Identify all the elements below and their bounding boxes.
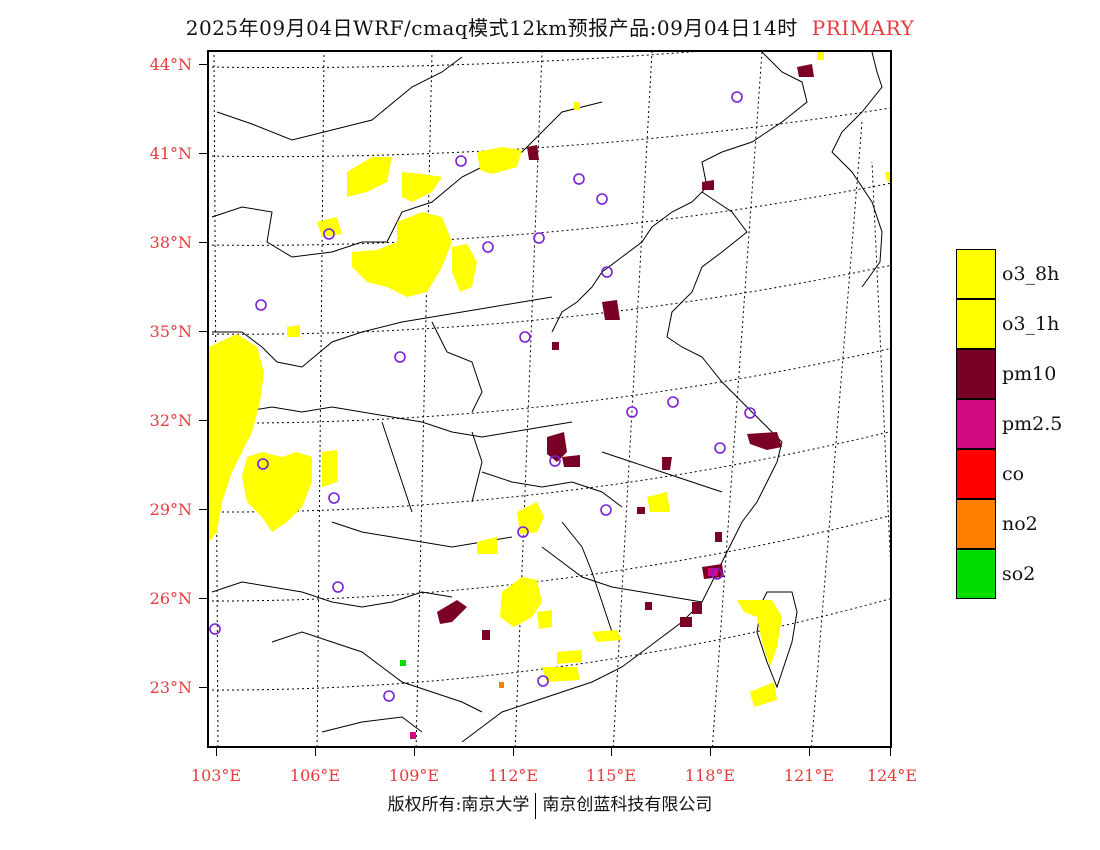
- title-text: 2025年09月04日WRF/cmaq模式12km预报产品:09月04日14时: [185, 16, 798, 40]
- copyright-footer: 版权所有:南京大学 南京创蓝科技有限公司: [0, 790, 1100, 819]
- lon-tick: [611, 748, 612, 756]
- legend-label: pm10: [1002, 363, 1057, 385]
- lat-label-35: 35°N: [149, 322, 192, 341]
- lon-label-124: 124°E: [866, 766, 918, 785]
- boundaries: [211, 52, 883, 743]
- graticule: [209, 52, 890, 746]
- lon-label-118: 118°E: [684, 766, 736, 785]
- map-canvas: [209, 52, 890, 746]
- lat-tick: [199, 687, 207, 688]
- lat-label-44: 44°N: [149, 55, 192, 74]
- footer-divider: [535, 792, 537, 819]
- pm10-patches: [437, 64, 814, 640]
- legend-label: o3_1h: [1002, 313, 1060, 335]
- legend-swatch-pm10: [956, 349, 996, 399]
- legend-label: so2: [1002, 563, 1036, 585]
- copyright-company: 南京创蓝科技有限公司: [542, 795, 713, 815]
- lat-tick: [199, 64, 207, 65]
- lon-label-112: 112°E: [487, 766, 539, 785]
- lon-tick: [710, 748, 711, 756]
- legend-swatch-so2: [956, 549, 996, 599]
- lat-tick: [199, 598, 207, 599]
- legend-swatch-o3-8h: [956, 249, 996, 299]
- lat-tick: [199, 153, 207, 154]
- lon-label-106: 106°E: [289, 766, 341, 785]
- lon-tick: [809, 748, 810, 756]
- map-panel[interactable]: [207, 50, 892, 748]
- lat-label-38: 38°N: [149, 233, 192, 252]
- lat-label-41: 41°N: [149, 144, 192, 163]
- lat-label-29: 29°N: [149, 500, 192, 519]
- no2-patches: [499, 682, 504, 688]
- lat-label-32: 32°N: [149, 411, 192, 430]
- lon-tick: [315, 748, 316, 756]
- station-markers: [209, 91, 756, 702]
- so2-patches: [400, 660, 406, 666]
- copyright-owner: 版权所有:南京大学: [387, 795, 530, 815]
- o3-patches: [209, 52, 890, 707]
- legend-label: co: [1002, 463, 1025, 485]
- lon-label-115: 115°E: [585, 766, 637, 785]
- lat-label-23: 23°N: [149, 678, 192, 697]
- legend-swatch-pm25: [956, 399, 996, 449]
- lon-tick: [890, 748, 891, 756]
- map-title: 2025年09月04日WRF/cmaq模式12km预报产品:09月04日14时 P…: [0, 12, 1100, 41]
- lon-label-121: 121°E: [783, 766, 835, 785]
- lon-tick: [513, 748, 514, 756]
- lat-tick: [199, 420, 207, 421]
- lon-label-109: 109°E: [388, 766, 440, 785]
- lon-tick: [414, 748, 415, 756]
- legend-swatch-no2: [956, 499, 996, 549]
- legend-label: pm2.5: [1002, 413, 1063, 435]
- lat-tick: [199, 242, 207, 243]
- legend-label: no2: [1002, 513, 1038, 535]
- lat-tick: [199, 509, 207, 510]
- lat-tick: [199, 331, 207, 332]
- lon-label-103: 103°E: [190, 766, 242, 785]
- lon-tick: [216, 748, 217, 756]
- legend-swatch-o3-1h: [956, 299, 996, 349]
- title-tag: PRIMARY: [811, 16, 915, 40]
- lat-label-26: 26°N: [149, 589, 192, 608]
- legend-label: o3_8h: [1002, 263, 1060, 285]
- legend-swatch-co: [956, 449, 996, 499]
